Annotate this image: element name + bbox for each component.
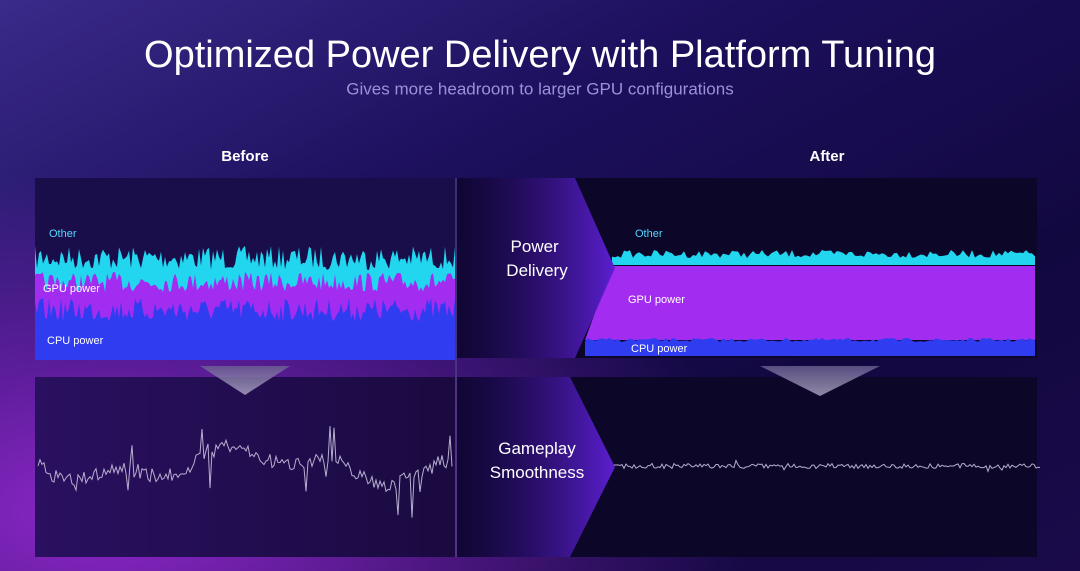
power-arrow [457, 178, 615, 358]
after-gpu-area [585, 266, 1035, 340]
waveforms [35, 246, 1041, 518]
power-arrow-label: Power Delivery [506, 237, 568, 280]
before-gpu-label: GPU power [43, 283, 100, 295]
after-other-label: Other [635, 228, 663, 240]
after-gpu-label: GPU power [628, 294, 685, 306]
down-triangle [760, 366, 880, 396]
after-cpu-area [585, 338, 1035, 356]
gameplay-arrow-label: Gameplay Smoothness [490, 439, 585, 482]
power-arrow-text: Power [511, 237, 560, 256]
before-heading: Before [221, 148, 269, 165]
before-cpu-area [35, 298, 455, 360]
before-other-label: Other [49, 228, 77, 240]
before-frametime [37, 425, 453, 518]
after-frametime [611, 459, 1041, 473]
title: Optimized Power Delivery with Platform T… [144, 34, 936, 76]
after-cpu-label: CPU power [631, 343, 688, 355]
power-arrow-text: Delivery [506, 261, 568, 280]
down-triangle [200, 366, 290, 395]
after-other-area [612, 250, 1035, 265]
subtitle: Gives more headroom to larger GPU config… [346, 79, 733, 98]
gameplay-arrow [457, 377, 615, 557]
before-smooth-panel [35, 377, 455, 557]
before-cpu-label: CPU power [47, 335, 104, 347]
gameplay-arrow-text: Smoothness [490, 463, 585, 482]
after-heading: After [809, 148, 844, 165]
gameplay-arrow-text: Gameplay [498, 439, 576, 458]
